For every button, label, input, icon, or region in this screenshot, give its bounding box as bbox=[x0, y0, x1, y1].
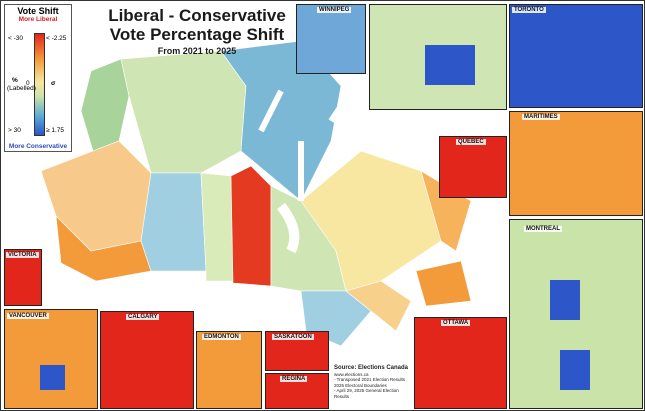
hudson-bay bbox=[277, 202, 300, 254]
legend-color-bar bbox=[34, 33, 45, 136]
title-line-3: From 2021 to 2025 bbox=[157, 46, 237, 56]
inset-winnipeg: WINNIPEG bbox=[296, 4, 366, 74]
vancouver-blue-area bbox=[40, 365, 65, 390]
inset-label-toronto: TORONTO bbox=[512, 7, 546, 13]
inset-label-maritimes: MARITIMES bbox=[522, 114, 560, 120]
legend-bottom-left: > 30 bbox=[8, 127, 21, 134]
inset-label-winnipeg: WINNIPEG bbox=[317, 7, 352, 13]
calgary-fill bbox=[101, 312, 193, 408]
arctic-water bbox=[258, 89, 354, 201]
inset-saskatoon: SASKATOON bbox=[265, 331, 329, 371]
inset-label-ottawa: OTTAWA bbox=[441, 320, 471, 326]
legend-mid-label: % bbox=[12, 77, 18, 84]
toronto-core bbox=[425, 45, 475, 85]
source-note-1: - Transposed 2021 Election Results bbox=[334, 377, 406, 382]
montreal-blue-area-2 bbox=[560, 350, 590, 390]
inset-quebec: QUEBEC bbox=[439, 136, 507, 198]
vancouver-fill bbox=[5, 310, 97, 408]
legend-top-left: < -30 bbox=[8, 35, 23, 42]
inset-label-regina: REGINA bbox=[280, 376, 308, 382]
inset-label-quebec: QUEBEC bbox=[456, 139, 486, 145]
winnipeg-fill bbox=[297, 5, 365, 73]
maritimes-fill bbox=[510, 112, 642, 215]
source-note-3: - April 29, 2025 General Election Result… bbox=[334, 388, 399, 399]
source-note-2: 2025 Electoral Boundaries bbox=[334, 382, 387, 388]
legend-more-liberal: More Liberal bbox=[18, 16, 58, 23]
inset-vancouver: VANCOUVER bbox=[4, 309, 98, 409]
inset-label-vancouver: VANCOUVER bbox=[7, 313, 49, 319]
title-line-1: Liberal - Conservative bbox=[108, 6, 286, 25]
region-maritimes-main bbox=[415, 260, 472, 307]
inset-victoria: VICTORIA bbox=[4, 249, 42, 306]
inset-label-calgary: CALGARY bbox=[126, 314, 160, 320]
inset-edmonton: EDMONTON bbox=[196, 331, 262, 409]
legend-top-right: < -2.25 bbox=[46, 35, 67, 42]
inset-label-edmonton: EDMONTON bbox=[202, 334, 241, 340]
title-line-2: Vote Percentage Shift bbox=[109, 25, 285, 44]
map-title: Liberal - Conservative Vote Percentage S… bbox=[97, 6, 297, 57]
quebec-fill bbox=[440, 137, 506, 197]
inset-montreal: MONTREAL bbox=[509, 219, 643, 409]
edmonton-fill bbox=[197, 332, 261, 408]
inset-maritimes: MARITIMES bbox=[509, 111, 643, 216]
legend-title: Vote Shift bbox=[17, 6, 59, 16]
inset-toronto-region bbox=[369, 4, 507, 110]
toronto-fill bbox=[510, 5, 642, 107]
inset-label-montreal: MONTREAL bbox=[524, 226, 562, 232]
region-layer bbox=[40, 40, 472, 347]
inset-ottawa: OTTAWA bbox=[414, 317, 507, 409]
region-alberta bbox=[140, 172, 207, 272]
inset-label-victoria: VICTORIA bbox=[6, 252, 39, 258]
legend-more-conservative: More Conservative bbox=[8, 143, 68, 150]
legend-bottom-right: ≥ 1.75 bbox=[46, 127, 65, 134]
region-quebec-n bbox=[300, 150, 442, 292]
source-site: www.elections.ca bbox=[334, 371, 369, 377]
region-quebec-s bbox=[345, 280, 412, 332]
source-title: Source: Elections Canada bbox=[334, 365, 409, 371]
inset-calgary: CALGARY bbox=[100, 311, 194, 409]
legend-mid-sub: (Labelled) bbox=[7, 85, 36, 92]
inset-regina: REGINA bbox=[265, 373, 329, 409]
inset-toronto: TORONTO bbox=[509, 4, 643, 108]
inset-label-saskatoon: SASKATOON bbox=[272, 334, 314, 340]
montreal-blue-area bbox=[550, 280, 580, 320]
region-manitoba bbox=[230, 165, 272, 287]
region-sask bbox=[200, 172, 234, 282]
ottawa-fill bbox=[415, 318, 506, 408]
legend-zero: 0 bbox=[26, 80, 30, 87]
source-note: Source: Elections Canada www.elections.c… bbox=[334, 365, 414, 399]
legend-sigma: σ bbox=[51, 80, 56, 87]
victoria-fill bbox=[5, 250, 41, 305]
legend: Vote Shift More Liberal < -30 < -2.25 % … bbox=[4, 4, 72, 152]
